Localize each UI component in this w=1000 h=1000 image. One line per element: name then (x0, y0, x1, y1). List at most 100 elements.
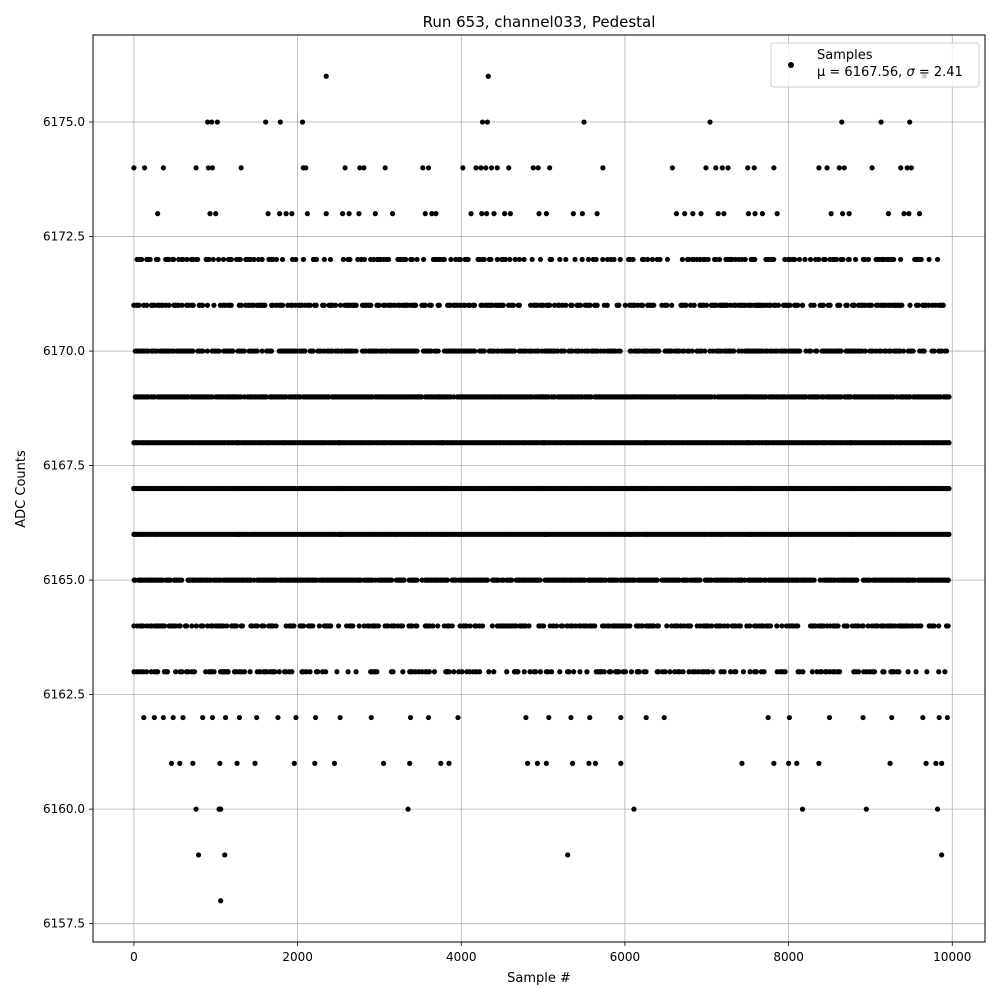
sample-point (375, 623, 382, 629)
sample-point (656, 348, 662, 354)
legend-sigma-symbol: σ (906, 65, 915, 80)
sample-point (209, 119, 215, 125)
sample-point (209, 623, 216, 629)
sample-point (745, 485, 751, 492)
sample-point (850, 577, 856, 583)
sample-point (337, 714, 343, 721)
sample-point (234, 760, 240, 766)
sample-point (428, 302, 434, 308)
sample-point (816, 165, 822, 171)
sample-point (409, 623, 415, 629)
sample-point (431, 669, 438, 675)
sample-point (254, 623, 260, 629)
sample-point (691, 302, 697, 308)
sample-point (893, 302, 899, 308)
sample-point (368, 714, 374, 721)
sample-point (816, 256, 822, 263)
sample-point (209, 394, 215, 400)
sample-point (217, 760, 223, 766)
sample-point (845, 256, 851, 263)
sample-point (509, 577, 515, 583)
sample-point (268, 348, 275, 354)
sample-point (288, 302, 294, 308)
sample-point (881, 669, 887, 675)
sample-point (687, 623, 694, 629)
sample-point (536, 211, 542, 217)
sample-point (345, 669, 351, 675)
sample-point (491, 211, 497, 217)
sample-point (204, 302, 211, 308)
sample-point (398, 256, 404, 263)
sample-point (407, 760, 413, 766)
sample-point (751, 165, 757, 171)
sample-point (737, 623, 744, 629)
sample-point (435, 623, 441, 629)
sample-point (508, 623, 514, 629)
sample-point (259, 256, 265, 263)
sample-point (179, 669, 185, 675)
legend: Samples μ = 6167.56, σ = 2.41 (770, 42, 980, 88)
sample-point (601, 669, 607, 675)
sample-point (421, 256, 427, 263)
sample-point (698, 211, 704, 217)
sample-point (478, 165, 484, 171)
sample-point (394, 348, 401, 354)
sample-point (510, 302, 516, 308)
sample-point (541, 440, 547, 446)
sample-point (422, 211, 428, 217)
sample-point (433, 211, 439, 217)
sample-point (865, 623, 871, 629)
sample-point (681, 348, 687, 354)
sample-point (753, 669, 759, 675)
sample-point (795, 302, 801, 308)
sample-point (845, 394, 851, 400)
sample-point (160, 165, 166, 171)
sample-point (195, 256, 201, 263)
sample-point (283, 211, 289, 217)
sample-point (898, 623, 904, 629)
sample-point (200, 623, 206, 629)
x-axis-ticks: 0 2000 4000 6000 8000 10000 (130, 942, 971, 964)
sample-point (189, 623, 195, 629)
sample-point (548, 669, 555, 675)
sample-point (841, 623, 847, 629)
sample-point (173, 669, 179, 675)
sample-point (441, 256, 447, 263)
sample-point (315, 669, 321, 675)
sample-point (565, 852, 571, 858)
sample-point (707, 119, 713, 125)
sample-point (649, 256, 656, 263)
sample-point (228, 302, 234, 308)
sample-point (697, 577, 703, 583)
sample-point (210, 256, 216, 263)
sample-point (569, 302, 575, 308)
sample-point (409, 256, 416, 263)
sample-point (865, 256, 872, 263)
sample-point (389, 211, 396, 217)
sample-point (659, 669, 666, 675)
sample-point (451, 669, 457, 675)
sample-point (724, 348, 730, 354)
sample-point (535, 348, 542, 354)
sample-point (808, 348, 814, 354)
sample-point (261, 623, 267, 629)
sample-point (618, 714, 624, 721)
x-tick-label: 2000 (282, 950, 313, 964)
sample-point (536, 623, 542, 629)
sample-point (862, 348, 868, 354)
sample-point (168, 760, 175, 766)
sample-point (936, 623, 942, 629)
sample-point (321, 256, 327, 263)
sample-point (422, 302, 428, 308)
sample-point (934, 256, 941, 263)
sample-point (316, 623, 323, 629)
sample-point (269, 669, 275, 675)
sample-point (479, 211, 485, 217)
sample-point (273, 256, 280, 263)
sample-point (438, 760, 444, 766)
sample-point (943, 623, 950, 629)
sample-point (307, 669, 313, 675)
sample-point (604, 302, 610, 308)
sample-point (516, 256, 522, 263)
sample-point (233, 485, 239, 492)
